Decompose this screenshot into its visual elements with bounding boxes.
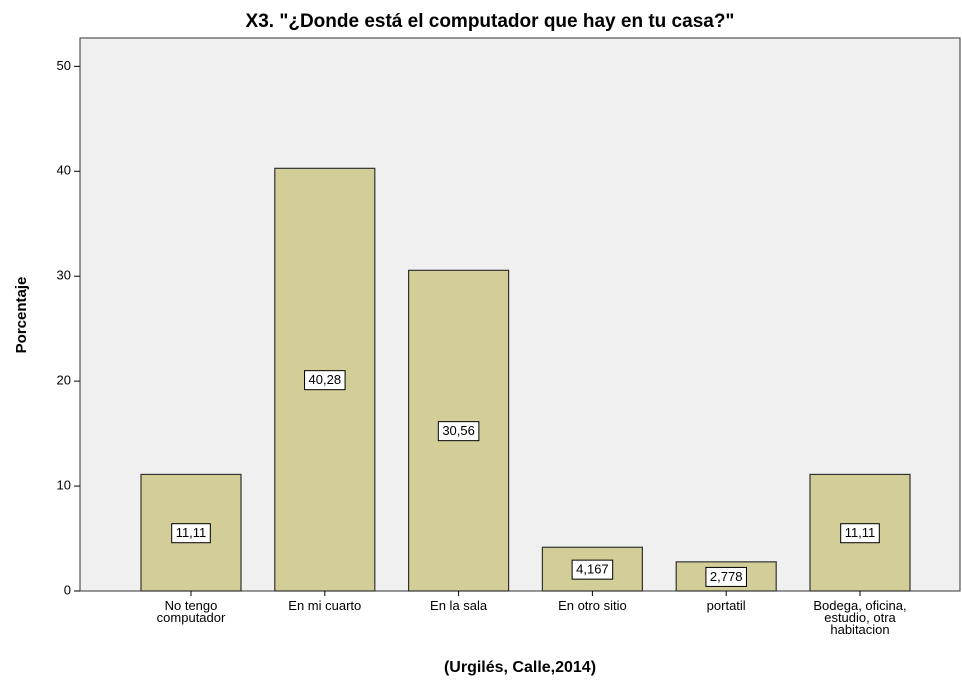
value-label-box <box>571 559 614 580</box>
value-label: 11,11 <box>845 525 876 540</box>
y-tick-label: 0 <box>64 582 71 597</box>
y-tick-label: 30 <box>57 268 71 283</box>
x-tick-label: En otro sitio <box>558 598 627 613</box>
value-label: 11,11 <box>176 525 207 540</box>
value-label-box <box>171 523 211 544</box>
value-label: 4,167 <box>576 562 609 577</box>
y-tick-label: 50 <box>57 58 71 73</box>
value-label: 30,56 <box>442 423 475 438</box>
chart-title: X3. "¿Donde está el computador que hay e… <box>246 11 735 32</box>
value-label-box <box>437 421 480 442</box>
x-tick-label: No tengo computador <box>156 598 226 625</box>
x-tick-label: En la sala <box>430 598 488 613</box>
value-label-box <box>840 523 880 544</box>
y-tick-label: 40 <box>57 163 71 178</box>
value-label: 40,28 <box>309 372 342 387</box>
x-tick-label: Bodega, oficina, estudio, otra habitacio… <box>813 598 907 637</box>
y-axis-label: Porcentaje <box>13 277 30 354</box>
x-axis-label: (Urgilés, Calle,2014) <box>444 659 596 676</box>
value-label: 2,778 <box>710 569 743 584</box>
value-label-box <box>705 566 747 587</box>
y-tick-label: 10 <box>57 478 71 493</box>
x-tick-label: En mi cuarto <box>288 598 362 613</box>
x-tick-label: portatil <box>706 598 746 613</box>
y-tick-label: 20 <box>57 373 71 388</box>
value-label-box <box>304 370 346 391</box>
